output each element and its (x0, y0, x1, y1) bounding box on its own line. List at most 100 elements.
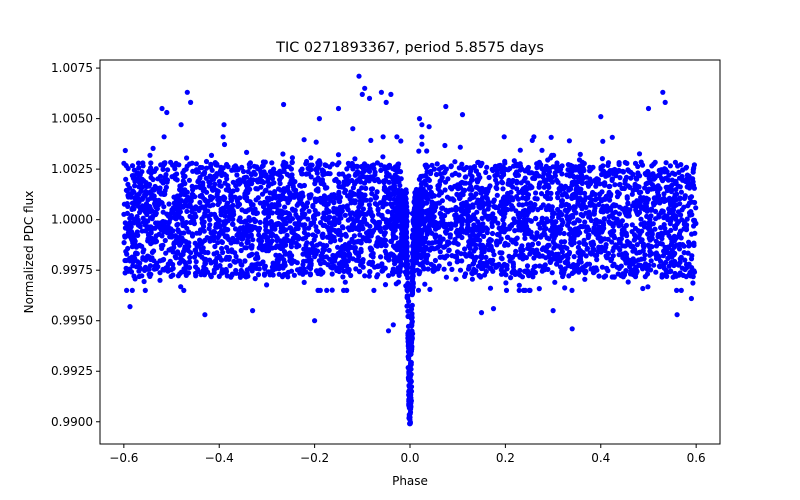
data-point (146, 254, 152, 260)
data-point (184, 89, 190, 95)
data-point (391, 180, 397, 186)
data-point (591, 269, 597, 275)
data-point (410, 272, 416, 278)
data-point (286, 190, 292, 196)
data-point (197, 205, 203, 211)
data-point (161, 160, 167, 166)
data-point (508, 237, 514, 243)
data-point (528, 200, 534, 206)
data-point (136, 264, 142, 270)
data-point (358, 246, 364, 252)
data-point (462, 271, 469, 277)
data-point (363, 211, 369, 217)
y-tick-label: 1.0075 (51, 61, 93, 75)
data-point (629, 229, 635, 235)
data-point (649, 235, 655, 241)
data-point (145, 266, 151, 272)
data-point (285, 269, 291, 275)
data-point (183, 197, 190, 203)
data-point (591, 203, 598, 209)
data-point (585, 183, 592, 189)
data-point (339, 246, 345, 252)
data-point (490, 167, 496, 174)
data-point (343, 233, 349, 239)
data-point (508, 206, 514, 212)
data-point (388, 91, 394, 97)
data-point (259, 191, 266, 197)
data-point (362, 85, 368, 91)
data-point (360, 206, 366, 212)
data-point (180, 251, 186, 257)
data-point (317, 195, 323, 201)
data-point (252, 206, 258, 212)
data-point (527, 287, 533, 293)
data-point (368, 197, 374, 203)
data-point (263, 223, 269, 229)
data-point (207, 222, 213, 228)
data-point (134, 231, 140, 237)
data-point (684, 184, 690, 190)
data-point (228, 193, 234, 199)
data-point (259, 247, 266, 253)
data-point (636, 257, 642, 263)
data-point (404, 261, 410, 268)
data-point (319, 232, 325, 238)
data-point (385, 209, 391, 215)
data-point (167, 234, 173, 240)
data-point (452, 159, 458, 165)
data-point (642, 252, 648, 258)
data-point (571, 240, 577, 246)
data-point (565, 263, 571, 269)
data-point (665, 177, 672, 183)
data-point (485, 206, 491, 212)
data-point (340, 274, 346, 280)
x-tick-label: 0.2 (496, 451, 515, 465)
data-point (298, 196, 304, 202)
data-point (366, 202, 372, 208)
data-point (414, 239, 420, 245)
data-point (257, 261, 264, 267)
data-point (321, 210, 327, 216)
data-point (473, 168, 479, 174)
data-point (140, 256, 146, 262)
data-point (307, 272, 313, 278)
data-point (321, 201, 327, 207)
data-point (455, 241, 461, 247)
data-point (224, 161, 230, 168)
chart-title: TIC 0271893367, period 5.8575 days (275, 40, 544, 56)
data-point (265, 176, 271, 182)
data-point (537, 225, 543, 231)
data-point (405, 295, 411, 301)
data-point (533, 190, 539, 196)
data-point (172, 254, 178, 260)
data-point (606, 190, 612, 196)
data-point (687, 212, 693, 218)
data-point (689, 231, 695, 237)
data-point (590, 229, 597, 235)
data-point (519, 243, 525, 249)
data-point (607, 197, 613, 203)
data-point (131, 167, 137, 173)
data-point (597, 181, 603, 187)
data-point (190, 168, 196, 174)
data-point (385, 187, 391, 193)
data-point (217, 182, 223, 188)
data-point (361, 219, 367, 225)
data-point (521, 287, 527, 293)
data-point (577, 151, 583, 157)
data-point (203, 158, 210, 165)
data-point (483, 169, 489, 175)
data-point (663, 259, 669, 266)
x-tick-label: −0.2 (300, 451, 329, 465)
data-point (182, 244, 188, 250)
data-point (197, 199, 203, 206)
data-point (382, 282, 389, 288)
data-point (404, 204, 410, 210)
data-point (636, 190, 643, 196)
data-point (369, 213, 375, 219)
data-point (652, 208, 659, 214)
data-point (202, 210, 208, 216)
data-point (545, 182, 551, 188)
data-point (661, 191, 667, 197)
data-point (491, 215, 497, 221)
